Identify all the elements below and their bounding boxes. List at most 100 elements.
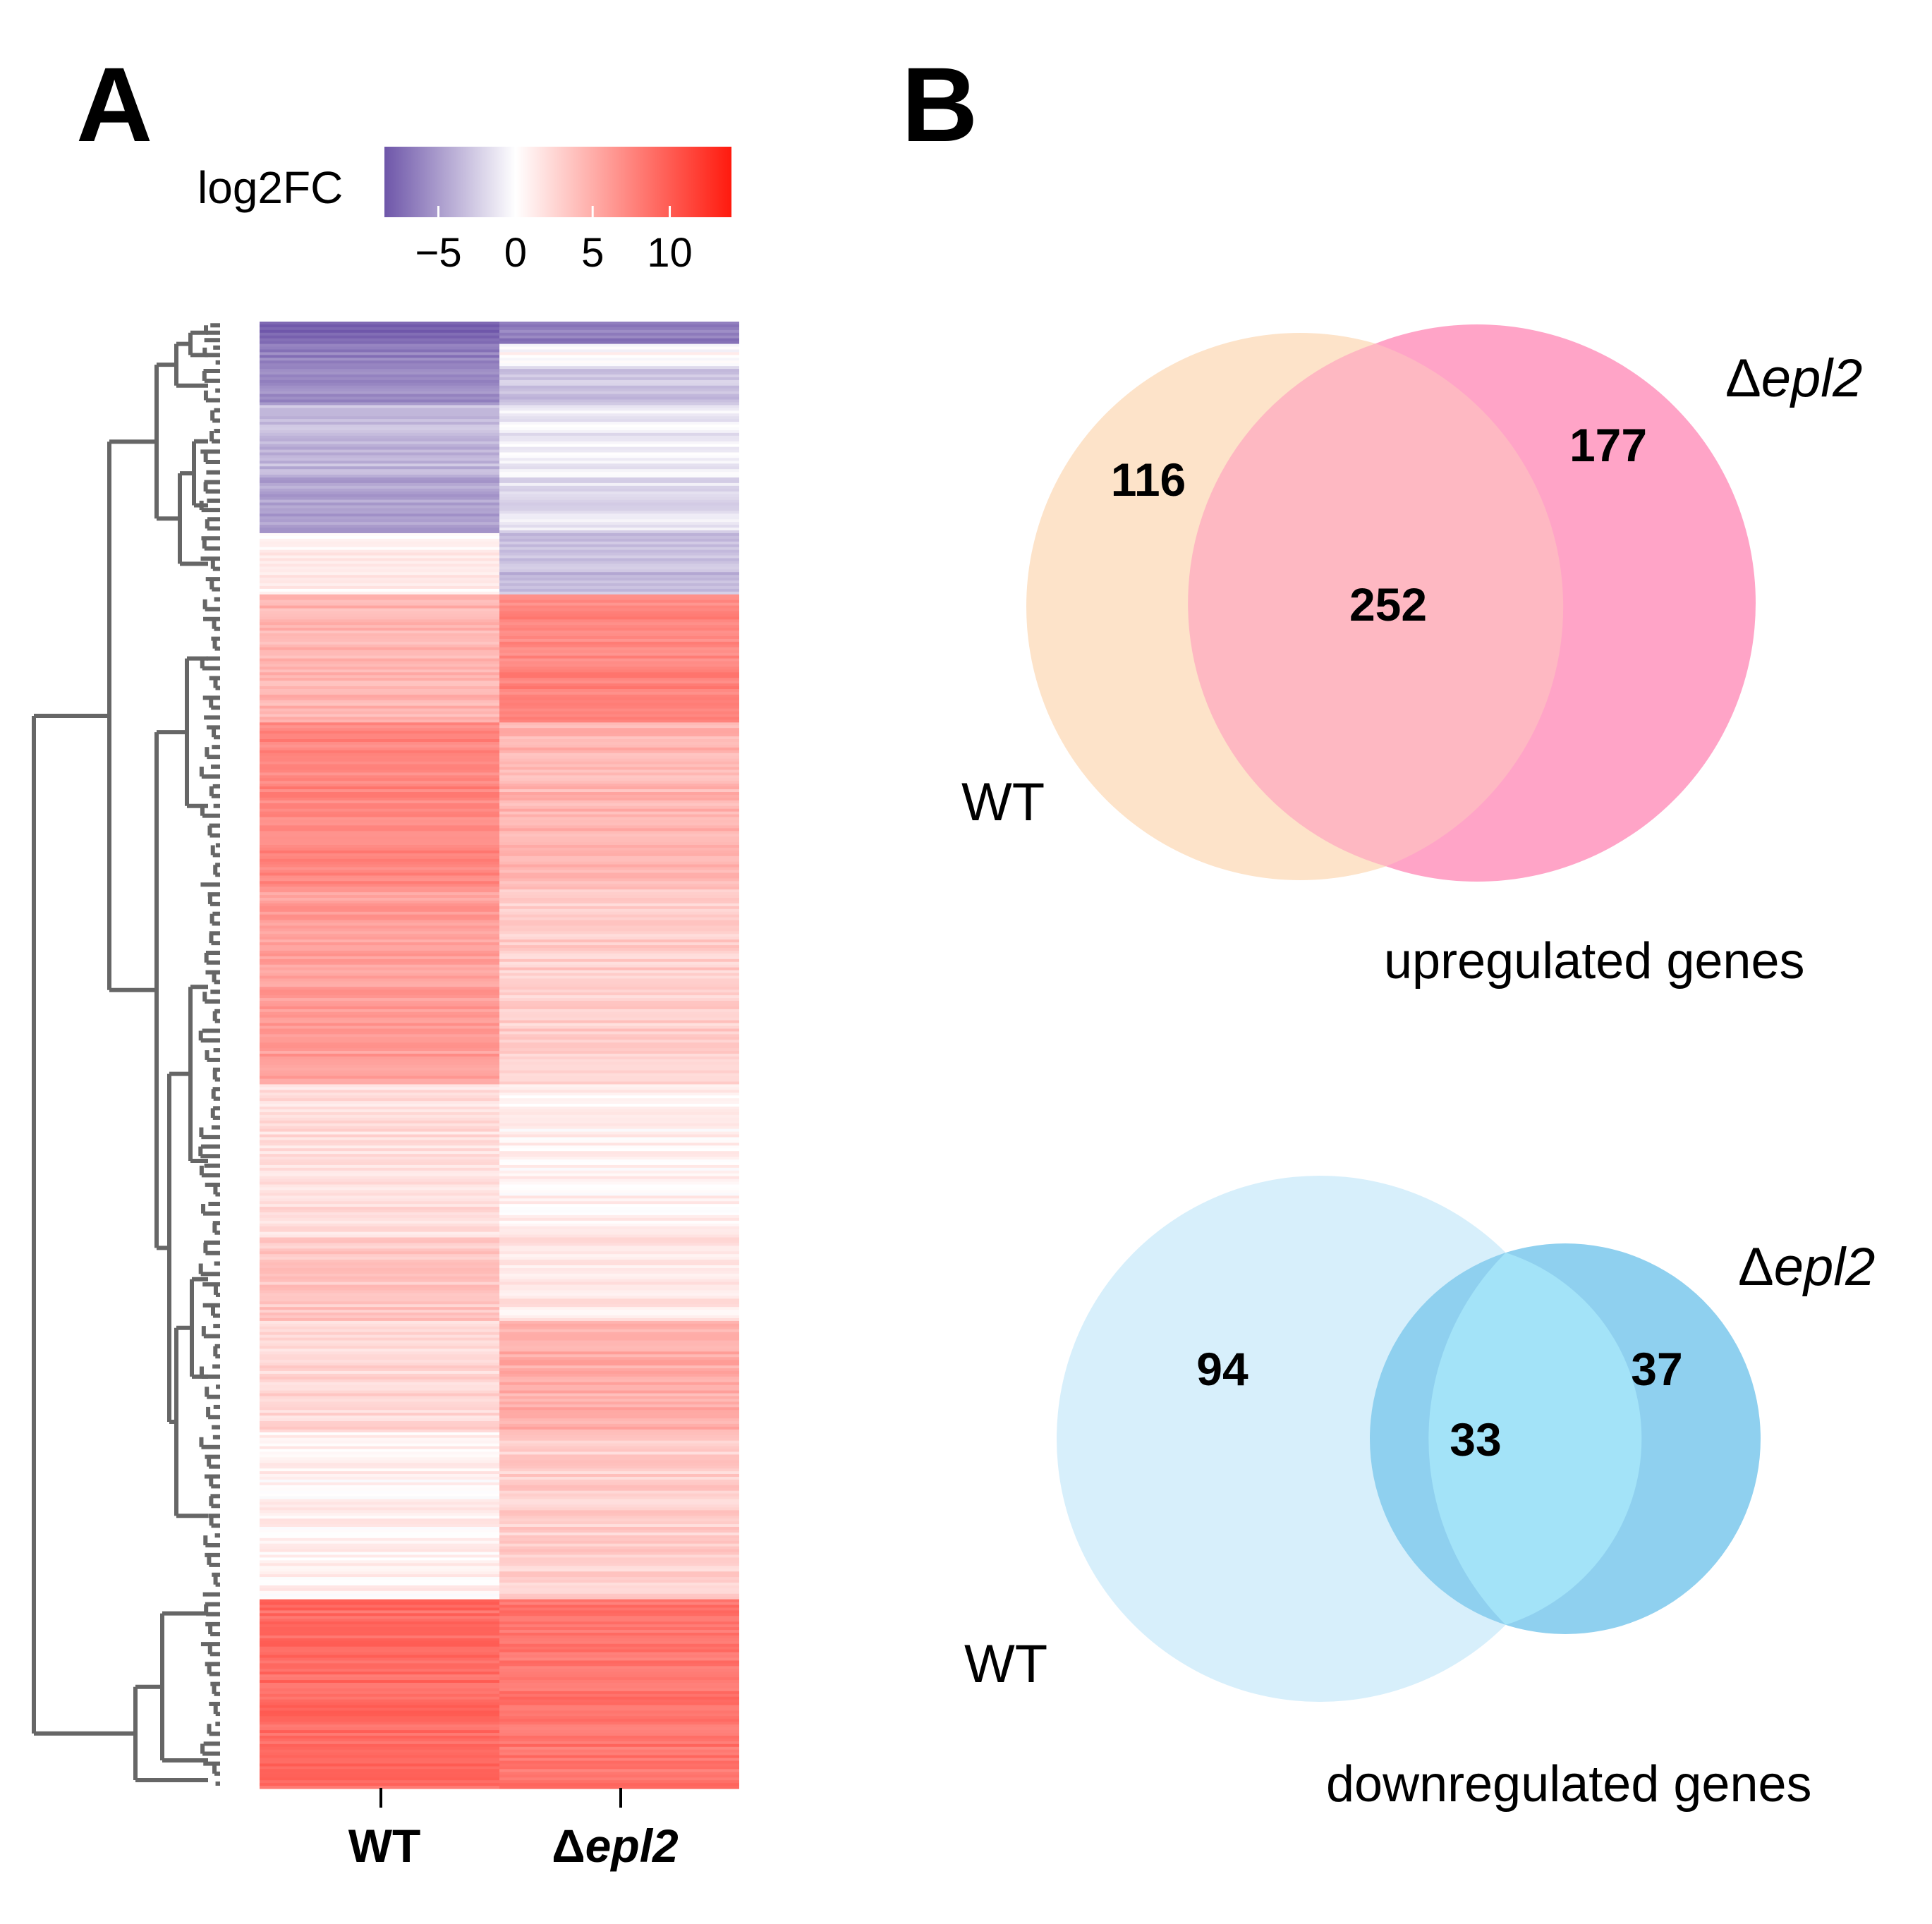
heatmap-cell-wt — [260, 1610, 499, 1614]
heatmap-cell-epl2 — [499, 1546, 739, 1550]
heatmap-cell-wt — [260, 661, 499, 665]
heatmap-cell-epl2 — [499, 1672, 739, 1675]
heatmap-cell-epl2 — [499, 1265, 739, 1269]
heatmap-cell-epl2 — [499, 1746, 739, 1751]
heatmap-cell-wt — [260, 463, 499, 467]
heatmap-cell-wt — [260, 903, 499, 907]
heatmap-cell-epl2 — [499, 1691, 739, 1695]
heatmap-cell-wt — [260, 480, 499, 484]
heatmap-cell-epl2 — [499, 1630, 739, 1633]
heatmap-cell-wt — [260, 675, 499, 678]
heatmap-cell-wt — [260, 664, 499, 668]
heatmap-cell-epl2 — [499, 681, 739, 684]
heatmap-cell-epl2 — [499, 363, 739, 367]
heatmap-cell-epl2 — [499, 1195, 739, 1199]
heatmap-cell-epl2 — [499, 1279, 739, 1283]
heatmap-cell-wt — [260, 1014, 499, 1018]
heatmap-cell-epl2 — [499, 1490, 739, 1494]
heatmap-cell-epl2 — [499, 953, 739, 957]
heatmap-cell-wt — [260, 845, 499, 848]
heatmap-cell-epl2 — [499, 580, 739, 584]
heatmap-cell-epl2 — [499, 1123, 739, 1127]
heatmap-cell-wt — [260, 1504, 499, 1508]
heatmap-cell-wt — [260, 750, 499, 754]
heatmap-cell-wt — [260, 864, 499, 868]
heatmap-cell-epl2 — [499, 1722, 739, 1725]
heatmap-cell-epl2 — [499, 1104, 739, 1107]
heatmap-cell-epl2 — [499, 1251, 739, 1255]
heatmap-cell-wt — [260, 1719, 499, 1722]
heatmap-cell-epl2 — [499, 736, 739, 740]
heatmap-cell-wt — [260, 388, 499, 392]
heatmap-cell-epl2 — [499, 528, 739, 531]
heatmap-cell-epl2 — [499, 1382, 739, 1386]
heatmap-cell-wt — [260, 652, 499, 657]
heatmap-cell-epl2 — [499, 917, 739, 921]
heatmap-cell-epl2 — [499, 973, 739, 977]
heatmap-cell-epl2 — [499, 820, 739, 824]
heatmap-cell-wt — [260, 482, 499, 487]
heatmap-cell-epl2 — [499, 1579, 739, 1583]
heatmap-cell-epl2 — [499, 1332, 739, 1336]
heatmap-cell-wt — [260, 1619, 499, 1622]
heatmap-cell-wt — [260, 1360, 499, 1363]
heatmap-cell-epl2 — [499, 1095, 739, 1099]
heatmap-cell-wt — [260, 558, 499, 562]
heatmap-cell-epl2 — [499, 1421, 739, 1425]
heatmap-cell-epl2 — [499, 1410, 739, 1413]
heatmap-cell-wt — [260, 658, 499, 662]
heatmap-cell-epl2 — [499, 1148, 739, 1152]
heatmap-cell-wt — [260, 1677, 499, 1681]
heatmap-cell-wt — [260, 908, 499, 913]
heatmap-cell-epl2 — [499, 920, 739, 924]
heatmap-cell-epl2 — [499, 781, 739, 784]
heatmap-cell-epl2 — [499, 764, 739, 768]
heatmap-cell-epl2 — [499, 1437, 739, 1442]
heatmap-cell-epl2 — [499, 1231, 739, 1236]
heatmap-cell-wt — [260, 430, 499, 434]
heatmap-cell-wt — [260, 1435, 499, 1439]
heatmap-cell-wt — [260, 800, 499, 804]
heatmap-cell-wt — [260, 475, 499, 478]
heatmap-cell-wt — [260, 900, 499, 904]
heatmap-cell-wt — [260, 1231, 499, 1236]
heatmap-cell-wt — [260, 1248, 499, 1252]
heatmap-cell-epl2 — [499, 480, 739, 484]
heatmap-cell-epl2 — [499, 825, 739, 829]
heatmap-cell-wt — [260, 956, 499, 960]
heatmap-cell-wt — [260, 1363, 499, 1366]
heatmap-cell-wt — [260, 1365, 499, 1369]
heatmap-cell-wt — [260, 1663, 499, 1667]
heatmap-cell-wt — [260, 892, 499, 896]
heatmap-cell-wt — [260, 1774, 499, 1778]
venn-upregulated: 116 252 177 WT Δepl2 upregulated genes — [961, 324, 1862, 990]
heatmap-cell-wt — [260, 1257, 499, 1260]
heatmap-cell-wt — [260, 1107, 499, 1110]
heatmap-cell-epl2 — [499, 981, 739, 985]
heatmap-cell-epl2 — [499, 1741, 739, 1745]
heatmap-cell-wt — [260, 1337, 499, 1341]
heatmap-cell-epl2 — [499, 1393, 739, 1397]
heatmap-cell-wt — [260, 1749, 499, 1753]
heatmap-cell-epl2 — [499, 1240, 739, 1244]
heatmap-cell-epl2 — [499, 1640, 739, 1645]
heatmap-cell-wt — [260, 1474, 499, 1478]
legend-tick-label: 10 — [647, 230, 693, 276]
heatmap-cell-epl2 — [499, 488, 739, 492]
heatmap-cell-wt — [260, 1210, 499, 1213]
heatmap-cell-wt — [260, 803, 499, 807]
heatmap-cell-epl2 — [499, 1643, 739, 1648]
heatmap-cell-epl2 — [499, 413, 739, 417]
heatmap-cell-wt — [260, 995, 499, 999]
heatmap-cell-wt — [260, 961, 499, 966]
heatmap-cell-wt — [260, 887, 499, 890]
heatmap-cell-wt — [260, 850, 499, 854]
heatmap-cell-wt — [260, 1343, 499, 1347]
heatmap-cell-wt — [260, 1051, 499, 1054]
heatmap-cell-epl2 — [499, 1237, 739, 1241]
heatmap-cell-wt — [260, 1607, 499, 1611]
heatmap-cell-wt — [260, 1054, 499, 1057]
heatmap-cell-wt — [260, 358, 499, 361]
heatmap-cell-wt — [260, 1143, 499, 1146]
heatmap-cell-wt — [260, 934, 499, 937]
